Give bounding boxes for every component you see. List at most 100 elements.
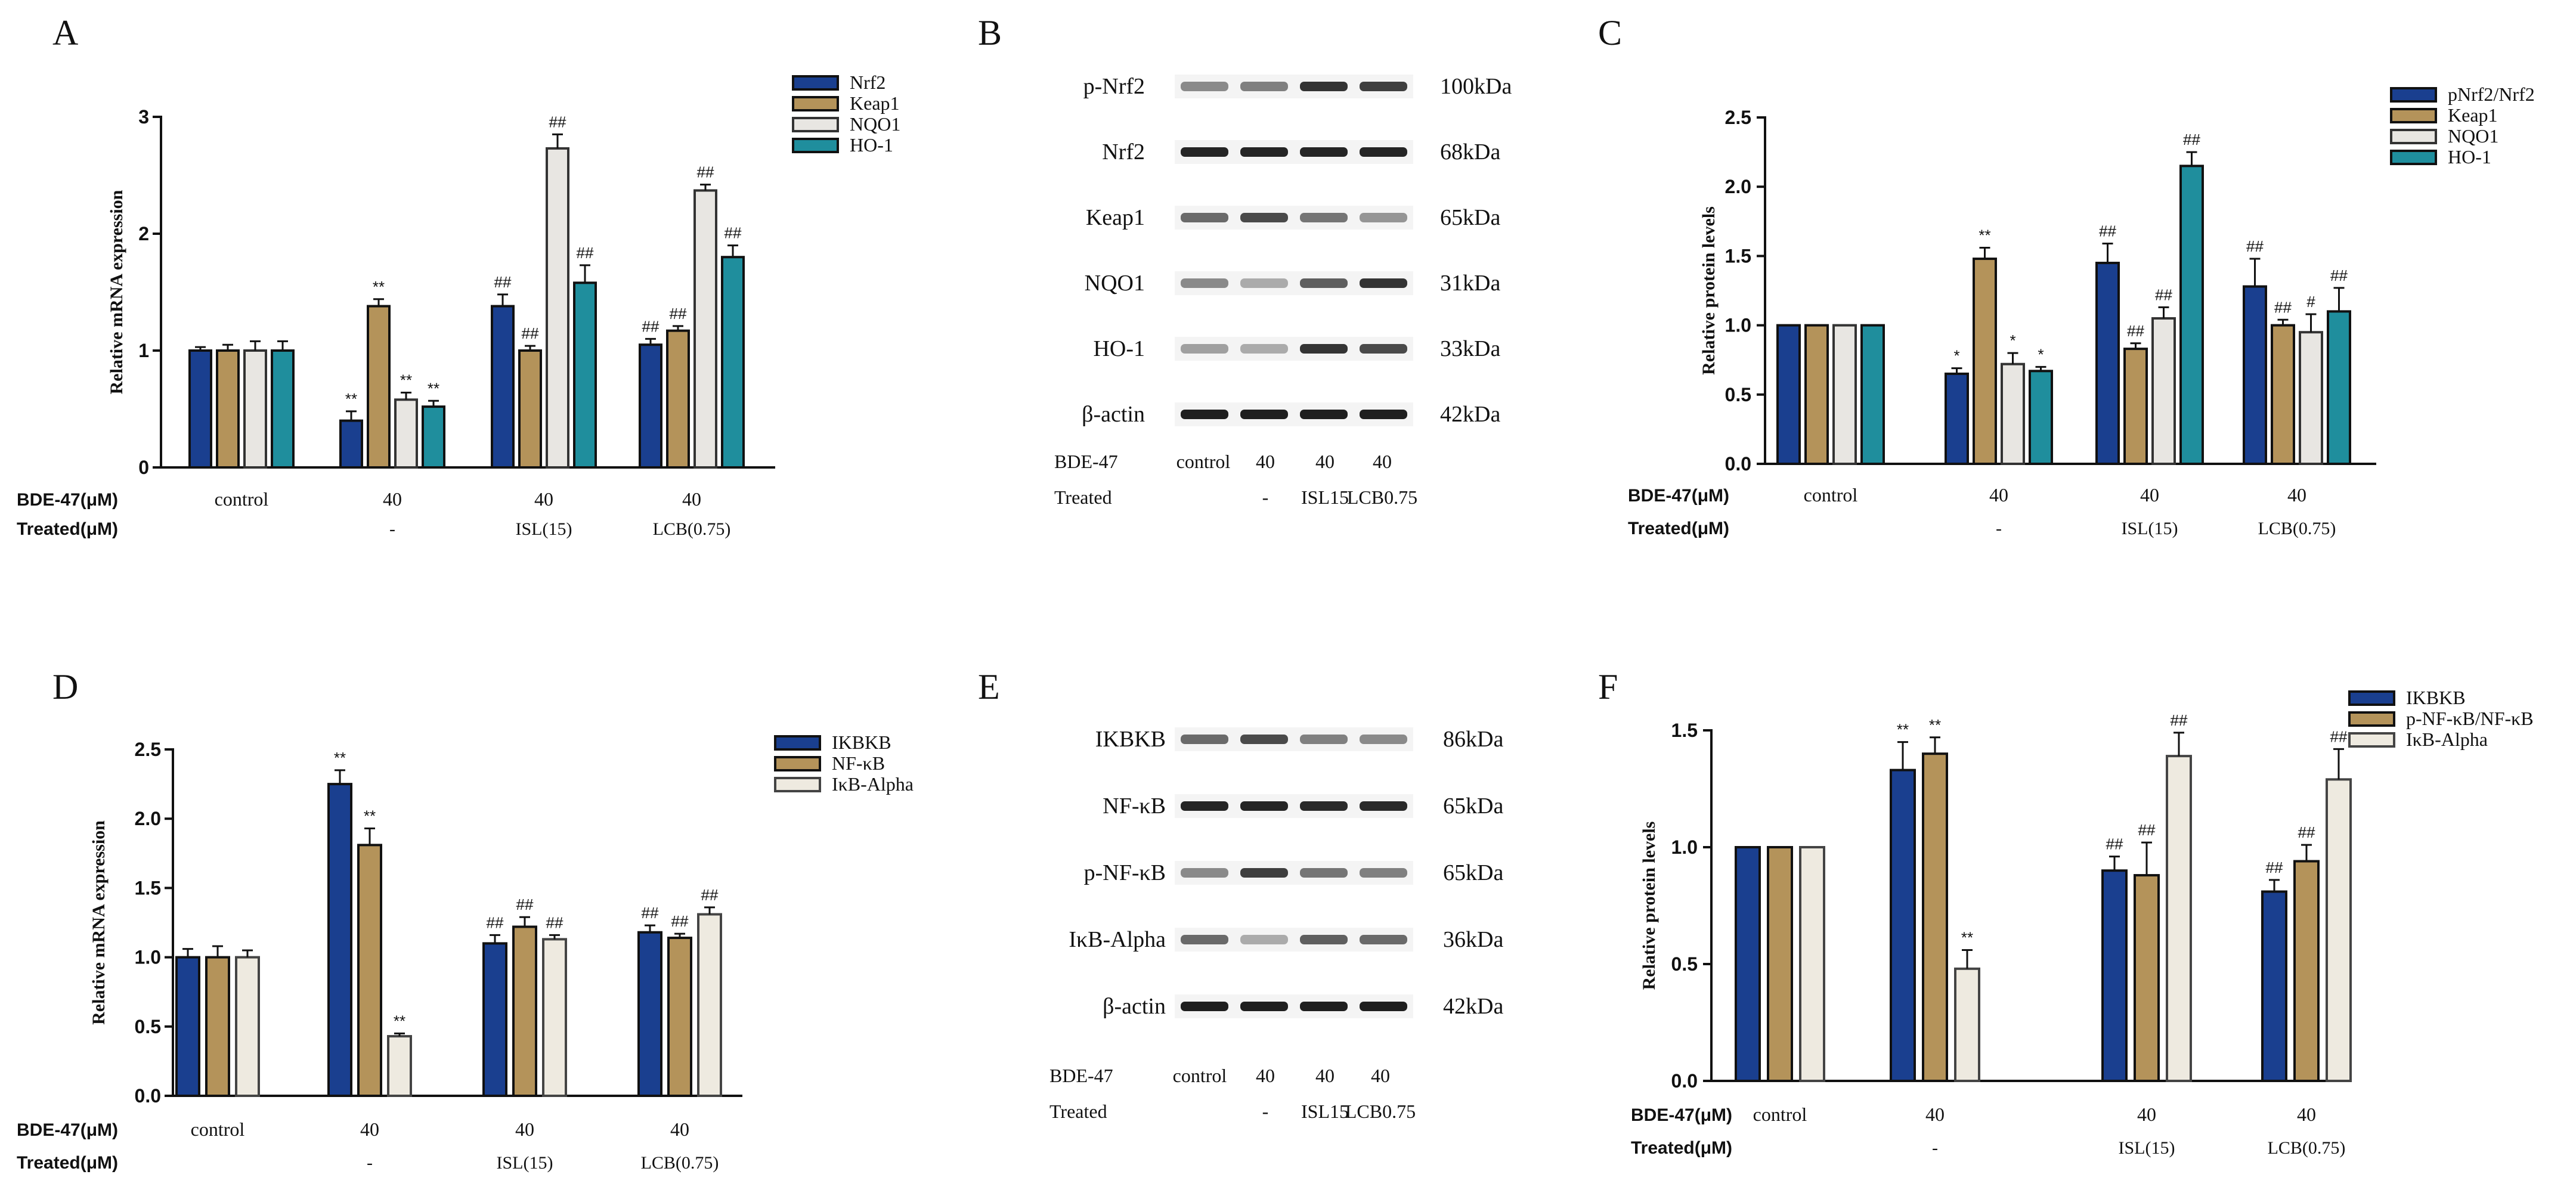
bar-C-3-3	[2327, 310, 2351, 465]
panel-label: B	[978, 13, 1002, 52]
panel-label: A	[52, 13, 78, 52]
significance-mark: **	[428, 379, 439, 397]
blot-band	[1360, 868, 1407, 878]
blot-band	[1181, 1002, 1228, 1011]
x-tick-label: 40	[2137, 1104, 2156, 1125]
bar-C-0-0	[1776, 324, 1801, 465]
bar-C-2-3	[2299, 331, 2323, 465]
blot-band	[1300, 735, 1348, 744]
blot-band	[1300, 213, 1348, 222]
blot-band	[1240, 735, 1288, 744]
kda-label: 65kDa	[1443, 794, 1503, 819]
legend-label: Nrf2	[850, 72, 886, 93]
significance-mark: ##	[642, 317, 660, 335]
significance-mark: **	[373, 278, 385, 296]
blot-band	[1360, 147, 1407, 157]
protein-label: β-actin	[1082, 402, 1145, 427]
x-tick-label: control	[215, 488, 269, 510]
significance-mark: ##	[2106, 835, 2123, 853]
protein-label: β-actin	[1103, 994, 1166, 1019]
significance-mark: ##	[2298, 823, 2315, 841]
chart-D: D 0.0 0.5 1.0 1.5 2.0 2.5 Relative mRNA express…	[17, 667, 914, 1173]
blot-band	[1300, 147, 1348, 157]
treated-label: ISL(15)	[516, 519, 572, 539]
x-tick-label: 40	[383, 488, 402, 510]
bar-C-0-2	[2095, 262, 2120, 465]
significance-mark: ##	[642, 904, 659, 922]
bar-C-1-2	[2123, 348, 2148, 465]
significance-mark: *	[2010, 331, 2015, 349]
legend-label: NQO1	[2448, 125, 2498, 147]
bar-F-0-3	[2261, 890, 2287, 1082]
blot-band	[1181, 410, 1228, 419]
kda-label: 65kDa	[1440, 205, 1500, 230]
row1-label: BDE-47(μM)	[17, 490, 118, 510]
significance-mark: **	[1961, 928, 1973, 946]
lane-label: -	[1262, 487, 1269, 508]
y-tick-label: 1.5	[1671, 720, 1698, 741]
bar-A-0-1	[339, 419, 363, 469]
bar-D-2-0	[235, 956, 260, 1097]
kda-label: 65kDa	[1443, 860, 1503, 885]
significance-mark: ##	[724, 224, 742, 242]
bar-F-2-3	[2326, 778, 2352, 1082]
row2-label: Treated(μM)	[17, 519, 118, 539]
bar-A-3-3	[721, 256, 745, 469]
lane-label: 40	[1256, 1065, 1275, 1086]
blot-band	[1240, 344, 1288, 354]
blot-band	[1181, 213, 1228, 222]
protein-label: Nrf2	[1102, 140, 1145, 165]
significance-mark: ##	[670, 305, 687, 323]
bar-C-2-2	[2151, 317, 2176, 465]
legend-label: p-NF-κB/NF-κB	[2406, 708, 2534, 729]
legend-label: HO-1	[2448, 146, 2491, 168]
significance-mark: ##	[2246, 237, 2264, 255]
treated-label: -	[1932, 1138, 1938, 1158]
blot-band	[1300, 278, 1348, 288]
significance-mark: **	[364, 807, 376, 825]
significance-mark: ##	[2127, 322, 2144, 340]
x-tick-label: 40	[360, 1118, 379, 1140]
significance-mark: ##	[2099, 222, 2116, 240]
x-tick-label: control	[191, 1118, 245, 1140]
protein-label: NQO1	[1085, 271, 1145, 296]
significance-mark: ##	[2183, 131, 2200, 148]
bar-D-0-1	[327, 783, 352, 1097]
legend-swatch	[2390, 87, 2437, 103]
y-tick-label: 0	[138, 457, 149, 478]
significance-mark: ##	[2138, 821, 2156, 839]
blot-band	[1360, 278, 1407, 288]
lane-label: LCB0.75	[1345, 1101, 1416, 1122]
blot-band	[1181, 278, 1228, 288]
bar-A-2-0	[243, 349, 267, 469]
significance-mark: #	[2306, 293, 2315, 311]
legend-swatch	[792, 117, 839, 132]
significance-mark: ##	[546, 913, 564, 931]
blot-band	[1300, 868, 1348, 878]
lane-label: 40	[1371, 1065, 1390, 1086]
lane-label: control	[1176, 451, 1231, 472]
lane-label: ISL15	[1301, 1101, 1349, 1122]
x-tick-label: 40	[515, 1118, 534, 1140]
bar-D-0-0	[175, 956, 200, 1097]
x-tick-label: 40	[682, 488, 701, 510]
blot-band	[1240, 82, 1288, 91]
row1-label: BDE-47	[1054, 451, 1118, 472]
y-tick-label: 0.5	[135, 1016, 161, 1037]
y-axis-title: Relative mRNA expression	[107, 190, 126, 394]
x-tick-label: 40	[1925, 1104, 1945, 1125]
row2-label: Treated(μM)	[1631, 1138, 1732, 1158]
blot-band	[1300, 344, 1348, 354]
significance-mark: ##	[2155, 286, 2172, 303]
bar-C-2-0	[1832, 324, 1857, 465]
legend-label: IκB-Alpha	[2406, 729, 2488, 750]
row1-label: BDE-47	[1049, 1065, 1113, 1086]
x-tick-label: 40	[2287, 484, 2306, 506]
bar-F-0-0	[1735, 846, 1761, 1082]
significance-mark: **	[334, 749, 346, 767]
treated-label: LCB(0.75)	[653, 519, 731, 539]
significance-mark: ##	[2266, 859, 2283, 876]
bar-C-3-2	[2179, 165, 2204, 465]
significance-mark: ##	[671, 912, 689, 930]
significance-mark: ##	[2330, 727, 2348, 745]
